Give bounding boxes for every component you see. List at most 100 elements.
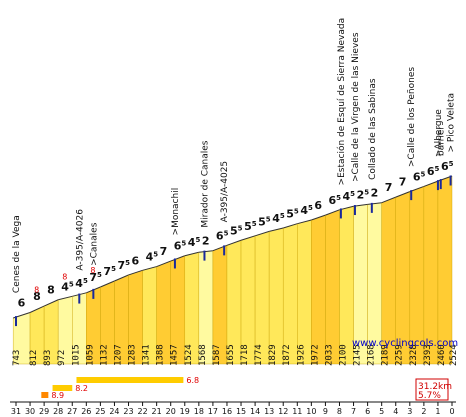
profile-segment	[325, 209, 340, 365]
segment-grade: 7	[160, 245, 168, 258]
km-tick-label: 9	[323, 407, 328, 416]
profile-outline	[240, 235, 256, 241]
km-tick-label: 10	[306, 407, 316, 416]
km-tick-label: 30	[25, 407, 35, 416]
segment-grade-decimal: 5	[435, 165, 440, 173]
altitude-label: 1015	[71, 344, 81, 366]
altitude-label: 1926	[296, 344, 306, 366]
segment-grade: 75	[103, 265, 116, 278]
profile-segment	[423, 180, 439, 365]
segment-grade: 75	[117, 259, 130, 272]
place-label: >Monachil	[171, 188, 181, 236]
altitude-label: 2168	[367, 344, 377, 366]
altitude-label: 1341	[142, 344, 152, 366]
profile-outline	[283, 223, 298, 229]
profile-outline	[142, 266, 157, 271]
profile-segment	[437, 175, 453, 365]
km-tick-label: 15	[236, 407, 246, 416]
km-tick-label: 5	[379, 407, 384, 416]
place-label: >Albergue	[434, 109, 444, 157]
altitude-label: 743	[12, 350, 22, 366]
place-label: Mirador de Canales	[200, 140, 210, 227]
segment-grade-decimal: 5	[420, 170, 425, 178]
segment-grade: 7	[385, 181, 393, 194]
altitude-label: 1132	[99, 344, 109, 366]
altitude-label: 2393	[423, 344, 433, 366]
profile-segment	[254, 231, 270, 365]
summary-grade: 5.7%	[418, 391, 441, 401]
km-tick-label: 19	[180, 407, 190, 416]
profile-outline	[128, 269, 143, 276]
profile-outline	[198, 250, 213, 253]
profile-outline	[226, 239, 242, 246]
segment-grade: 55	[258, 215, 271, 228]
segment-grade: 2	[202, 235, 210, 248]
segment-grade-decimal: 5	[252, 220, 257, 228]
max-grade-bar-label: 6.8	[186, 376, 199, 385]
altitude-label: 812	[29, 350, 39, 366]
km-tick-label: 29	[39, 407, 49, 416]
segment-grade: 6	[18, 296, 26, 309]
km-tick-label: 28	[53, 407, 63, 416]
segment-grade: 65	[413, 170, 426, 183]
altitude-label: 1388	[156, 344, 166, 366]
km-tick-label: 2	[421, 407, 426, 416]
altitude-label: 1655	[226, 344, 236, 366]
profile-segment	[268, 227, 284, 365]
km-tick-label: 6	[365, 407, 370, 416]
place-label: Collado de las Sabinas	[368, 78, 378, 180]
segment-grade: 6	[314, 199, 322, 212]
segment-grade-decimal: 5	[195, 236, 200, 244]
max-grade-bar	[52, 385, 73, 391]
segment-grade-decimal: 5	[449, 160, 454, 168]
altitude-label: 1283	[128, 344, 138, 366]
profile-outline	[184, 251, 199, 257]
km-tick-label: 18	[194, 407, 204, 416]
km-tick-label: 11	[292, 407, 302, 416]
profile-outline	[395, 191, 410, 198]
place-label: >Calle de la Virgen de las Nieves	[351, 32, 361, 182]
altitude-label: 1059	[85, 344, 95, 366]
segment-grade-decimal: 5	[153, 251, 158, 259]
place-label: A-395/A-4025	[220, 161, 230, 223]
max-grade-bar-label: 8.2	[75, 384, 88, 393]
max-grade-bar	[41, 392, 49, 398]
altitude-label: 893	[43, 350, 53, 366]
segment-grade-decimal: 5	[69, 280, 74, 288]
km-axis: 31 30 29 28 27 26 25 24 23 22 21 20 19 18 17 16 15 14 13 12…	[10, 401, 456, 416]
km-tick-label: 25	[95, 407, 105, 416]
segment-grade: 6	[132, 254, 140, 267]
segment-grade: 45	[61, 280, 74, 293]
km-tick-label: 14	[250, 407, 260, 416]
segment-grade: 45	[272, 212, 285, 225]
segment-grade: 65	[216, 229, 229, 242]
segment-grade: 65	[441, 160, 454, 173]
place-label: barrier	[437, 126, 447, 157]
profile-outline	[367, 202, 382, 205]
max-grade-bars: 8.9 8.2 6.8	[41, 376, 199, 400]
altitude-label: 1524	[184, 344, 194, 366]
km-tick-label: 20	[166, 407, 176, 416]
profile-outline	[58, 295, 73, 301]
altitude-label: 2189	[381, 344, 391, 366]
segment-grade-decimal: 5	[125, 259, 130, 267]
altitude-label: 1568	[198, 344, 208, 366]
profile-segment	[311, 214, 326, 365]
km-tick-label: 1	[435, 407, 440, 416]
profile-segment	[297, 219, 312, 365]
km-tick-label: 8	[337, 407, 342, 416]
profile-outline	[269, 227, 284, 232]
profile-outline	[423, 180, 439, 187]
max-grade-bar-label: 8.9	[51, 391, 64, 400]
altitude-label: 2100	[338, 344, 348, 366]
segment-grade-decimal: 5	[181, 240, 186, 248]
max-grade-label: 8	[34, 285, 39, 294]
segment-grade-decimal: 5	[364, 188, 369, 196]
max-grade-label: 8	[62, 273, 67, 282]
profile-outline	[254, 230, 270, 237]
profile-outline	[311, 214, 326, 221]
km-tick-label: 17	[208, 407, 218, 416]
segment-grade: 45	[300, 204, 313, 217]
km-tick-label: 31	[11, 407, 21, 416]
km-tick-label: 23	[123, 407, 133, 416]
